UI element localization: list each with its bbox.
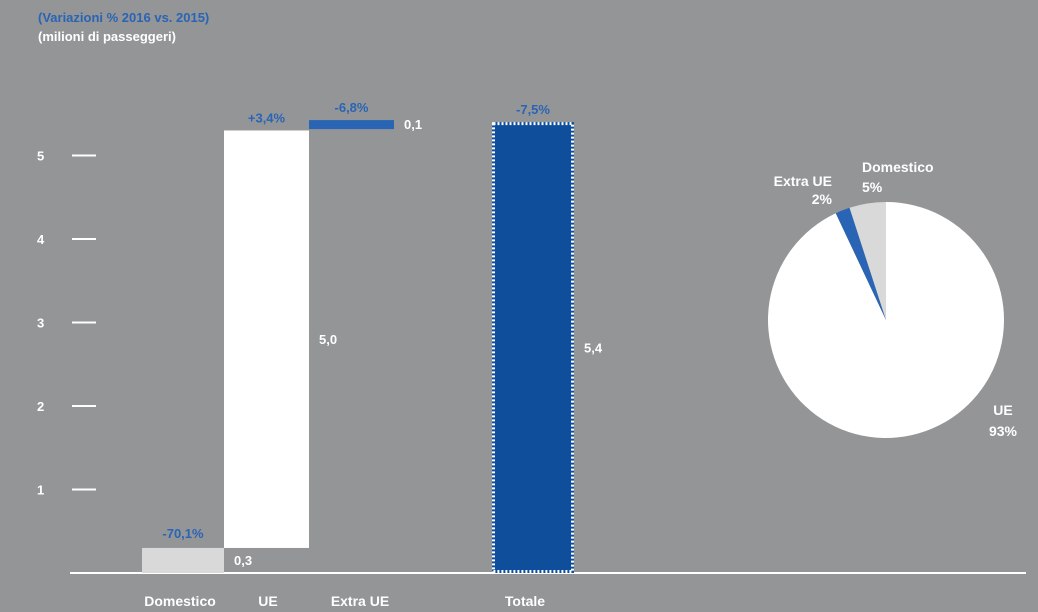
pie-percent-extra-ue: 2% xyxy=(812,191,833,207)
y-tick-label-4: 4 xyxy=(37,232,45,247)
value-label-domestico: 0,3 xyxy=(234,553,252,568)
pie-label-ue: UE xyxy=(993,402,1012,418)
pie-slice-domestico xyxy=(849,202,886,320)
y-tick-label-5: 5 xyxy=(37,149,44,164)
pie-slice-extra-ue xyxy=(835,207,886,320)
value-label-extra-ue: 0,1 xyxy=(404,117,422,132)
category-label-domestico: Domestico xyxy=(144,593,216,609)
y-tick-label-1: 1 xyxy=(37,483,44,498)
pie-label-domestico: Domestico xyxy=(862,159,934,175)
y-tick-label-3: 3 xyxy=(37,316,44,331)
change-label-totale: -7,5% xyxy=(516,102,550,117)
change-label-domestico: -70,1% xyxy=(162,526,204,541)
pie-label-extra-ue: Extra UE xyxy=(774,173,832,189)
pie-percent-ue: 93% xyxy=(989,423,1018,439)
value-label-ue: 5,0 xyxy=(319,332,337,347)
change-label-ue: +3,4% xyxy=(248,110,286,125)
change-label-extra-ue: -6,8% xyxy=(335,100,369,115)
value-label-totale: 5,4 xyxy=(584,341,603,356)
bar-totale xyxy=(492,122,574,573)
bar-ue xyxy=(224,130,309,548)
chart-subtitle-unit: (milioni di passeggeri) xyxy=(38,29,176,44)
chart-subtitle-change: (Variazioni % 2016 vs. 2015) xyxy=(38,10,210,25)
y-tick-label-2: 2 xyxy=(37,399,44,414)
bar-domestico xyxy=(142,547,224,573)
bar-extra-ue xyxy=(309,120,394,130)
category-label-totale: Totale xyxy=(505,593,545,609)
category-label-ue: UE xyxy=(258,593,277,609)
bar-totale-dotted-border xyxy=(492,122,574,573)
category-label-extra-ue: Extra UE xyxy=(331,593,389,609)
pie-percent-domestico: 5% xyxy=(862,179,883,195)
